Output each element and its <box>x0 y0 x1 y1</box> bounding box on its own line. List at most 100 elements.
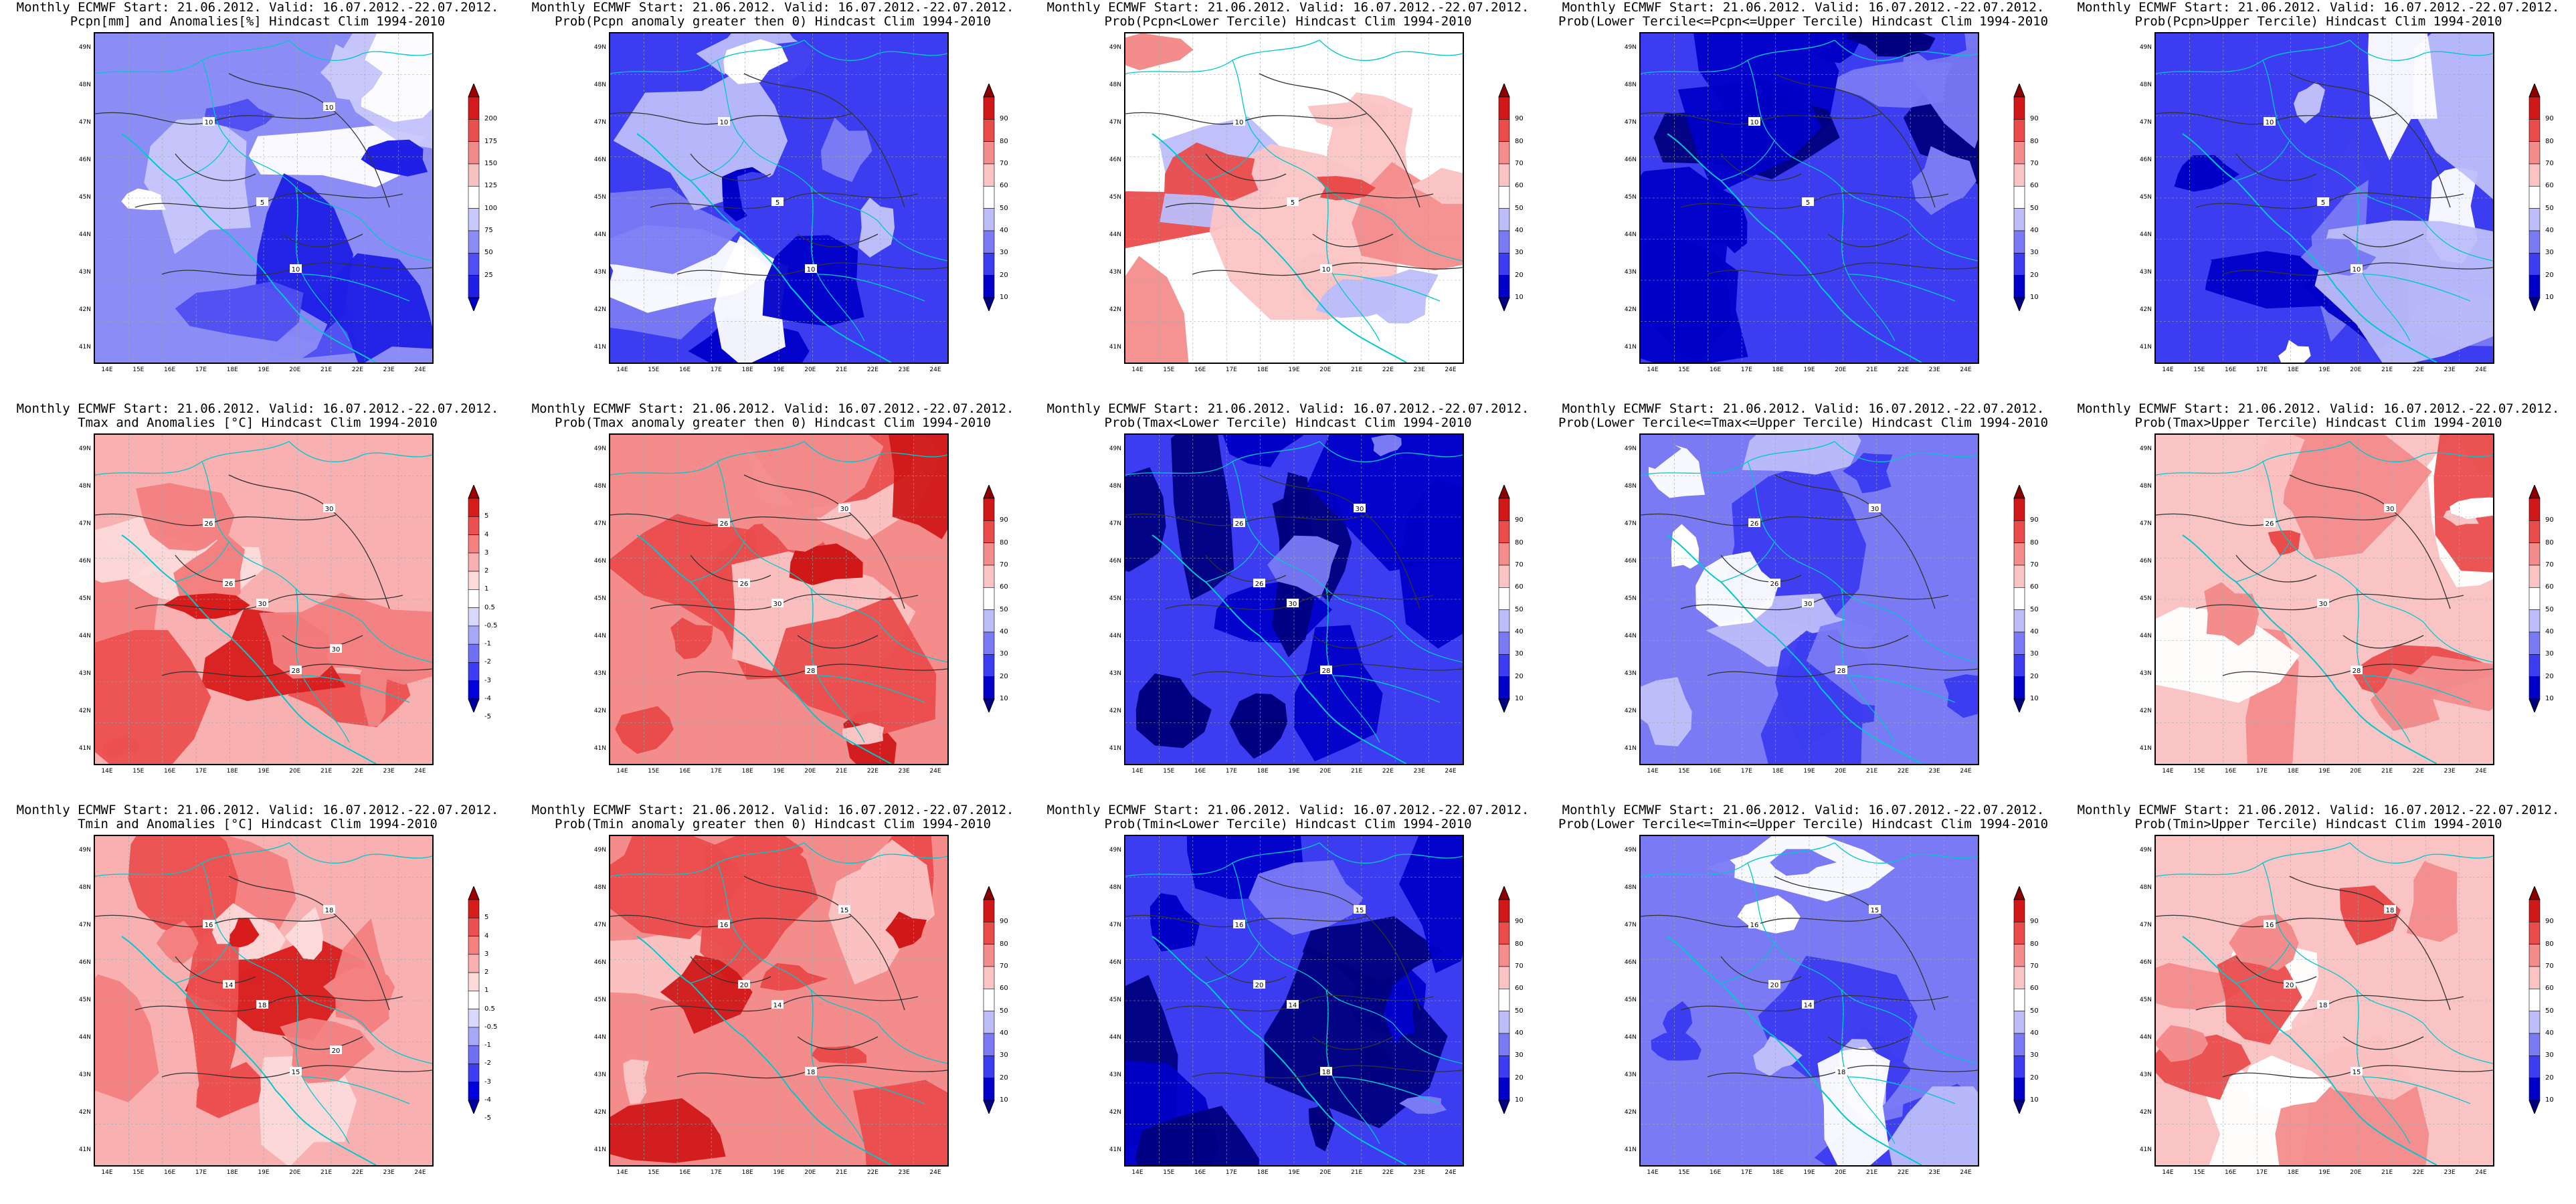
latitude-tick-label: 41N <box>1624 344 1637 350</box>
longitude-tick-label: 18E <box>1257 367 1269 373</box>
colorbar-label: 10 <box>2545 695 2554 702</box>
colorbar-segment <box>468 553 480 572</box>
country-border <box>201 461 363 623</box>
colorbar-label: 50 <box>1515 605 1524 613</box>
colorbar-segment <box>2528 520 2541 543</box>
longitude-tick-label: 18E <box>741 768 753 775</box>
latitude-tick-label: 41N <box>1109 745 1121 752</box>
field-region <box>1807 33 1863 64</box>
field-region <box>173 533 245 613</box>
colorbar-segment <box>983 208 995 231</box>
country-border <box>1747 60 1909 221</box>
field-region <box>828 839 935 985</box>
colorbar-segment <box>2013 1056 2025 1078</box>
coastline <box>1152 936 1407 1165</box>
colorbar-label: 60 <box>2030 182 2039 190</box>
colorbar-label: 70 <box>2030 963 2039 970</box>
map-panel: Monthly ECMWF Start: 21.06.2012. Valid: … <box>1030 401 1546 803</box>
colorbar-segment <box>2013 654 2025 677</box>
latitude-tick-label: 45N <box>78 997 91 1003</box>
colorbar-label: 50 <box>2545 204 2554 212</box>
contour-label: 26 <box>203 518 215 528</box>
contour-label: 28 <box>2351 666 2363 675</box>
svg-text:20: 20 <box>332 1047 341 1055</box>
colorbar-label: 200 <box>484 115 498 123</box>
colorbar-max-arrow <box>1498 485 1510 499</box>
latitude-tick-label: 47N <box>78 119 91 126</box>
colorbar-segment <box>2528 1011 2541 1034</box>
colorbar-segment <box>468 1064 480 1083</box>
colorbar-label: 40 <box>2030 1029 2039 1037</box>
contour-label: 26 <box>1748 518 1760 528</box>
panel-title-line1: Monthly ECMWF Start: 21.06.2012. Valid: … <box>2077 401 2560 416</box>
longitude-tick-label: 18E <box>1257 1169 1269 1176</box>
field-region <box>885 911 927 949</box>
latitude-tick-label: 45N <box>1624 595 1637 602</box>
svg-text:26: 26 <box>225 581 234 588</box>
colorbar-label: 90 <box>2545 918 2554 926</box>
longitude-tick-label: 17E <box>2256 367 2268 373</box>
colorbar-segment <box>983 587 995 610</box>
colorbar-segment <box>2013 631 2025 655</box>
latitude-tick-label: 44N <box>1109 231 1121 238</box>
country-border <box>1847 1076 1956 1104</box>
map-plot: 16 18 15 18 14 20 <box>94 835 434 1167</box>
field-region <box>1316 176 1376 201</box>
longitude-tick-label: 20E <box>1835 1169 1847 1176</box>
colorbar-label: 90 <box>2545 516 2554 524</box>
colorbar-label: 80 <box>1000 940 1008 948</box>
latitude-tick-label: 43N <box>78 269 91 276</box>
colorbar-segment <box>1498 899 1510 922</box>
longitude-tick-label: 16E <box>1194 1169 1206 1176</box>
contour-line <box>610 112 852 125</box>
contour-label: 28 <box>1835 666 1847 675</box>
colorbar-label: 20 <box>1000 1074 1008 1082</box>
colorbar-max-arrow <box>2013 886 2025 900</box>
latitude-tick-label: 49N <box>2139 445 2152 452</box>
map-field: 26 30 28 30 26 30 <box>95 435 432 764</box>
country-border <box>2423 1023 2493 1064</box>
colorbar-label: 20 <box>2030 1074 2039 1082</box>
colorbar-label: 70 <box>1515 963 1524 970</box>
field-region <box>2278 340 2311 363</box>
field-region <box>1912 146 1976 215</box>
latitude-tick-label: 44N <box>1109 633 1121 639</box>
colorbar-label: 10 <box>2545 294 2554 301</box>
field-region <box>707 435 884 518</box>
field-region <box>102 734 141 759</box>
country-border <box>1720 541 1775 583</box>
colorbar-label: 50 <box>2030 1007 2039 1015</box>
panel-title-line2: Prob(Pcpn anomaly greater then 0) Hindca… <box>554 14 992 29</box>
latitude-tick-label: 45N <box>593 194 606 201</box>
colorbar-segment <box>468 607 480 627</box>
country-border <box>2235 942 2290 984</box>
colorbar-segment <box>1498 542 1510 566</box>
country-border <box>817 274 925 302</box>
colorbar-label: 1 <box>484 987 489 995</box>
longitude-tick-label: 21E <box>1351 768 1363 775</box>
longitude-tick-label: 19E <box>2318 1169 2330 1176</box>
latitude-tick-label: 45N <box>1624 997 1637 1003</box>
colorbar-label: 90 <box>1515 516 1524 524</box>
country-border <box>1847 274 1956 302</box>
colorbar-label: 20 <box>2030 271 2039 279</box>
colorbar-label: 70 <box>1000 963 1008 970</box>
latitude-tick-label: 47N <box>1109 119 1121 126</box>
field-region <box>1171 435 1234 601</box>
panel-title-line2: Prob(Lower Tercile<=Tmax<=Upper Tercile)… <box>1558 415 2049 430</box>
longitude-tick-label: 19E <box>1288 1169 1300 1176</box>
longitude-tick-label: 19E <box>773 768 785 775</box>
contour-line <box>797 635 879 649</box>
svg-text:28: 28 <box>1322 668 1331 675</box>
latitude-tick-label: 49N <box>78 445 91 452</box>
longitude-tick-label: 20E <box>804 768 816 775</box>
latitude-tick-label: 48N <box>2139 884 2152 891</box>
field-region <box>1641 233 1748 363</box>
longitude-tick-label: 14E <box>2162 768 2174 775</box>
latitude-tick-label: 47N <box>593 922 606 928</box>
latitude-tick-label: 46N <box>78 959 91 966</box>
svg-text:10: 10 <box>2353 266 2361 274</box>
colorbar-segment <box>2528 186 2541 209</box>
longitude-tick-label: 23E <box>1413 768 1425 775</box>
panel-title-line1: Monthly ECMWF Start: 21.06.2012. Valid: … <box>531 401 1014 416</box>
